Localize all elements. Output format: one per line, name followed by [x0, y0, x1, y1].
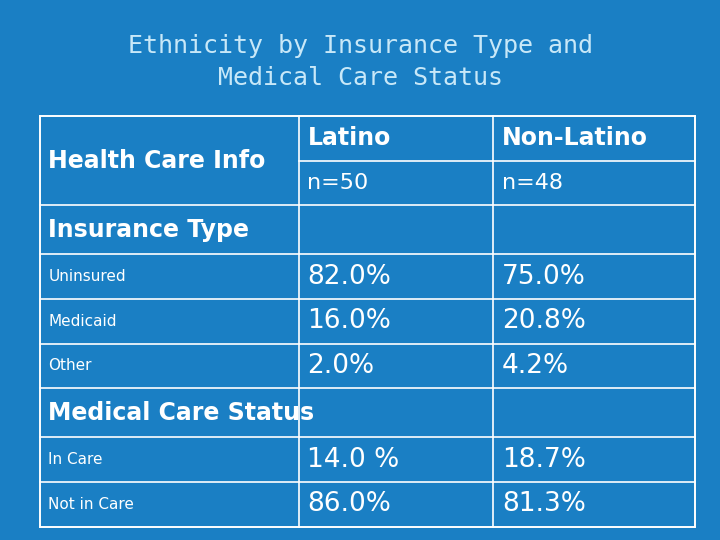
- Text: 82.0%: 82.0%: [307, 264, 391, 289]
- Text: 16.0%: 16.0%: [307, 308, 391, 334]
- Text: n=50: n=50: [307, 173, 369, 193]
- Text: In Care: In Care: [48, 452, 103, 467]
- Text: Medicaid: Medicaid: [48, 314, 117, 329]
- Text: Medical Care Status: Medical Care Status: [48, 401, 315, 425]
- Text: 75.0%: 75.0%: [502, 264, 585, 289]
- Text: Insurance Type: Insurance Type: [48, 218, 249, 242]
- Text: 81.3%: 81.3%: [502, 491, 585, 517]
- Text: n=48: n=48: [502, 173, 563, 193]
- Text: 14.0 %: 14.0 %: [307, 447, 400, 472]
- Text: Medical Care Status: Medical Care Status: [217, 66, 503, 90]
- Text: 20.8%: 20.8%: [502, 308, 585, 334]
- Text: 18.7%: 18.7%: [502, 447, 585, 472]
- Text: 2.0%: 2.0%: [307, 353, 374, 379]
- Text: Other: Other: [48, 359, 91, 373]
- Text: 86.0%: 86.0%: [307, 491, 391, 517]
- Text: Latino: Latino: [307, 126, 391, 151]
- Bar: [40, 116, 695, 526]
- Text: Uninsured: Uninsured: [48, 269, 126, 284]
- Text: Non-Latino: Non-Latino: [502, 126, 648, 151]
- Text: 4.2%: 4.2%: [502, 353, 569, 379]
- Text: Not in Care: Not in Care: [48, 497, 134, 512]
- Text: Ethnicity by Insurance Type and: Ethnicity by Insurance Type and: [127, 34, 593, 58]
- Text: Health Care Info: Health Care Info: [48, 148, 266, 173]
